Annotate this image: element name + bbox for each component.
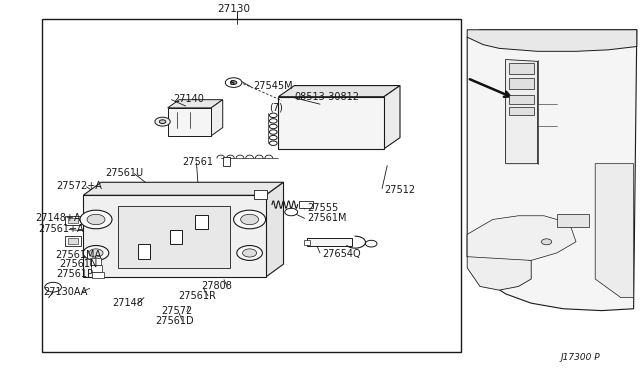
Circle shape [269, 135, 277, 140]
Text: (7): (7) [269, 103, 283, 113]
Text: J17300 P: J17300 P [560, 353, 600, 362]
Circle shape [237, 246, 262, 260]
Polygon shape [384, 86, 400, 149]
Polygon shape [278, 86, 400, 97]
Text: S: S [229, 80, 234, 86]
Circle shape [89, 249, 103, 257]
Bar [118, 206, 230, 268]
Bar [42, 19, 461, 352]
Bar [223, 157, 230, 166]
Text: 27130: 27130 [218, 4, 251, 14]
Circle shape [269, 119, 277, 123]
Text: 27148+A: 27148+A [35, 213, 81, 222]
Text: 27561D: 27561D [156, 316, 194, 326]
Polygon shape [467, 216, 576, 260]
Bar [557, 214, 589, 227]
Circle shape [234, 210, 266, 229]
Bar [509, 78, 534, 89]
Circle shape [285, 208, 298, 216]
Text: 08513-30812: 08513-30812 [294, 92, 360, 102]
Circle shape [83, 246, 109, 260]
Circle shape [225, 78, 242, 87]
Text: 27572+A: 27572+A [56, 181, 102, 191]
Polygon shape [595, 164, 634, 298]
Polygon shape [83, 182, 284, 195]
Polygon shape [211, 100, 223, 136]
Text: 27140: 27140 [173, 94, 204, 103]
Polygon shape [506, 60, 538, 164]
Bar [304, 240, 310, 245]
Circle shape [541, 239, 552, 245]
Text: 27561N: 27561N [60, 259, 98, 269]
Text: 27545M: 27545M [253, 81, 292, 90]
Bar [65, 236, 81, 246]
Circle shape [230, 81, 237, 84]
Text: 27561MA: 27561MA [56, 250, 102, 260]
Polygon shape [467, 30, 637, 51]
Bar [168, 108, 211, 136]
Text: 27561U: 27561U [106, 168, 144, 178]
Bar [90, 258, 101, 265]
Text: 27561: 27561 [182, 157, 213, 167]
Circle shape [45, 282, 61, 292]
Bar [254, 190, 267, 199]
Text: 27148: 27148 [112, 298, 143, 308]
Text: 27654Q: 27654Q [322, 249, 360, 259]
Text: 27572: 27572 [161, 307, 193, 316]
Text: 27561P: 27561P [56, 269, 93, 279]
Text: 27808: 27808 [202, 282, 232, 291]
Bar [195, 215, 208, 229]
Circle shape [241, 214, 259, 225]
Circle shape [269, 130, 277, 134]
Text: 27512: 27512 [384, 185, 415, 195]
Bar [68, 218, 78, 223]
Bar [509, 63, 534, 74]
Circle shape [269, 141, 277, 145]
Bar [83, 195, 266, 277]
Bar [299, 201, 313, 208]
Bar [509, 95, 534, 104]
Bar [92, 272, 104, 278]
Text: 27561M: 27561M [307, 213, 347, 222]
Bar [509, 107, 534, 115]
Text: 27555: 27555 [307, 203, 339, 213]
Polygon shape [266, 182, 284, 277]
Bar [307, 238, 352, 246]
Circle shape [243, 249, 257, 257]
Bar [278, 97, 384, 149]
Circle shape [155, 117, 170, 126]
Circle shape [80, 210, 112, 229]
Polygon shape [467, 234, 531, 290]
Bar [91, 265, 102, 272]
Circle shape [269, 124, 277, 129]
Circle shape [159, 120, 166, 124]
Polygon shape [168, 100, 223, 108]
Text: 27561+A: 27561+A [38, 224, 84, 234]
Bar [170, 230, 182, 244]
Circle shape [269, 113, 277, 118]
Circle shape [365, 240, 377, 247]
Bar [68, 238, 78, 244]
Text: 27561R: 27561R [178, 291, 216, 301]
Bar [138, 244, 150, 259]
Text: 27130AA: 27130AA [44, 287, 88, 297]
Bar [65, 216, 81, 225]
Circle shape [87, 214, 105, 225]
Polygon shape [467, 30, 637, 311]
